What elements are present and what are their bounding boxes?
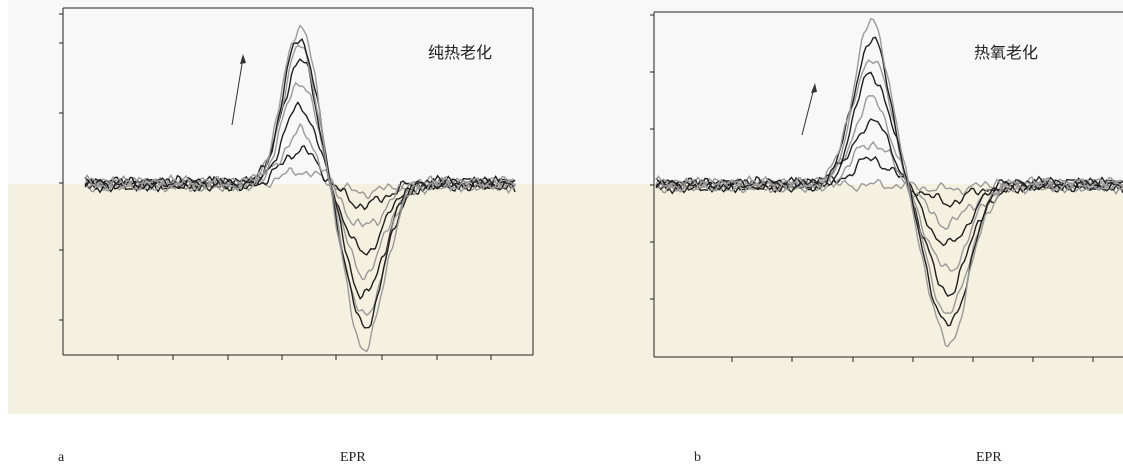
series-line [655, 17, 1123, 348]
series-line [655, 118, 1123, 247]
chart-title-a: 纯热老化 [428, 43, 492, 62]
panel-caption-b: EPR [976, 450, 1002, 465]
panel-letter-a: a [58, 450, 65, 465]
trend-arrowhead-a [240, 54, 246, 64]
chart-panel-b: 热氧老化 [650, 11, 1123, 362]
chart-title-b: 热氧老化 [974, 43, 1038, 62]
lower-background [8, 184, 1123, 414]
series-line [84, 44, 516, 317]
series-line [655, 59, 1123, 315]
series-line [84, 101, 516, 256]
panel-letter-b: b [694, 450, 701, 465]
trend-arrow-a [231, 57, 244, 126]
upper-background [8, 0, 1123, 184]
trend-arrowhead-b [811, 83, 817, 93]
chart-panel-a: 纯热老化 [59, 7, 534, 360]
panel-caption-a: EPR [340, 450, 366, 465]
trend-arrow-b [801, 87, 815, 136]
series-line [84, 24, 516, 353]
